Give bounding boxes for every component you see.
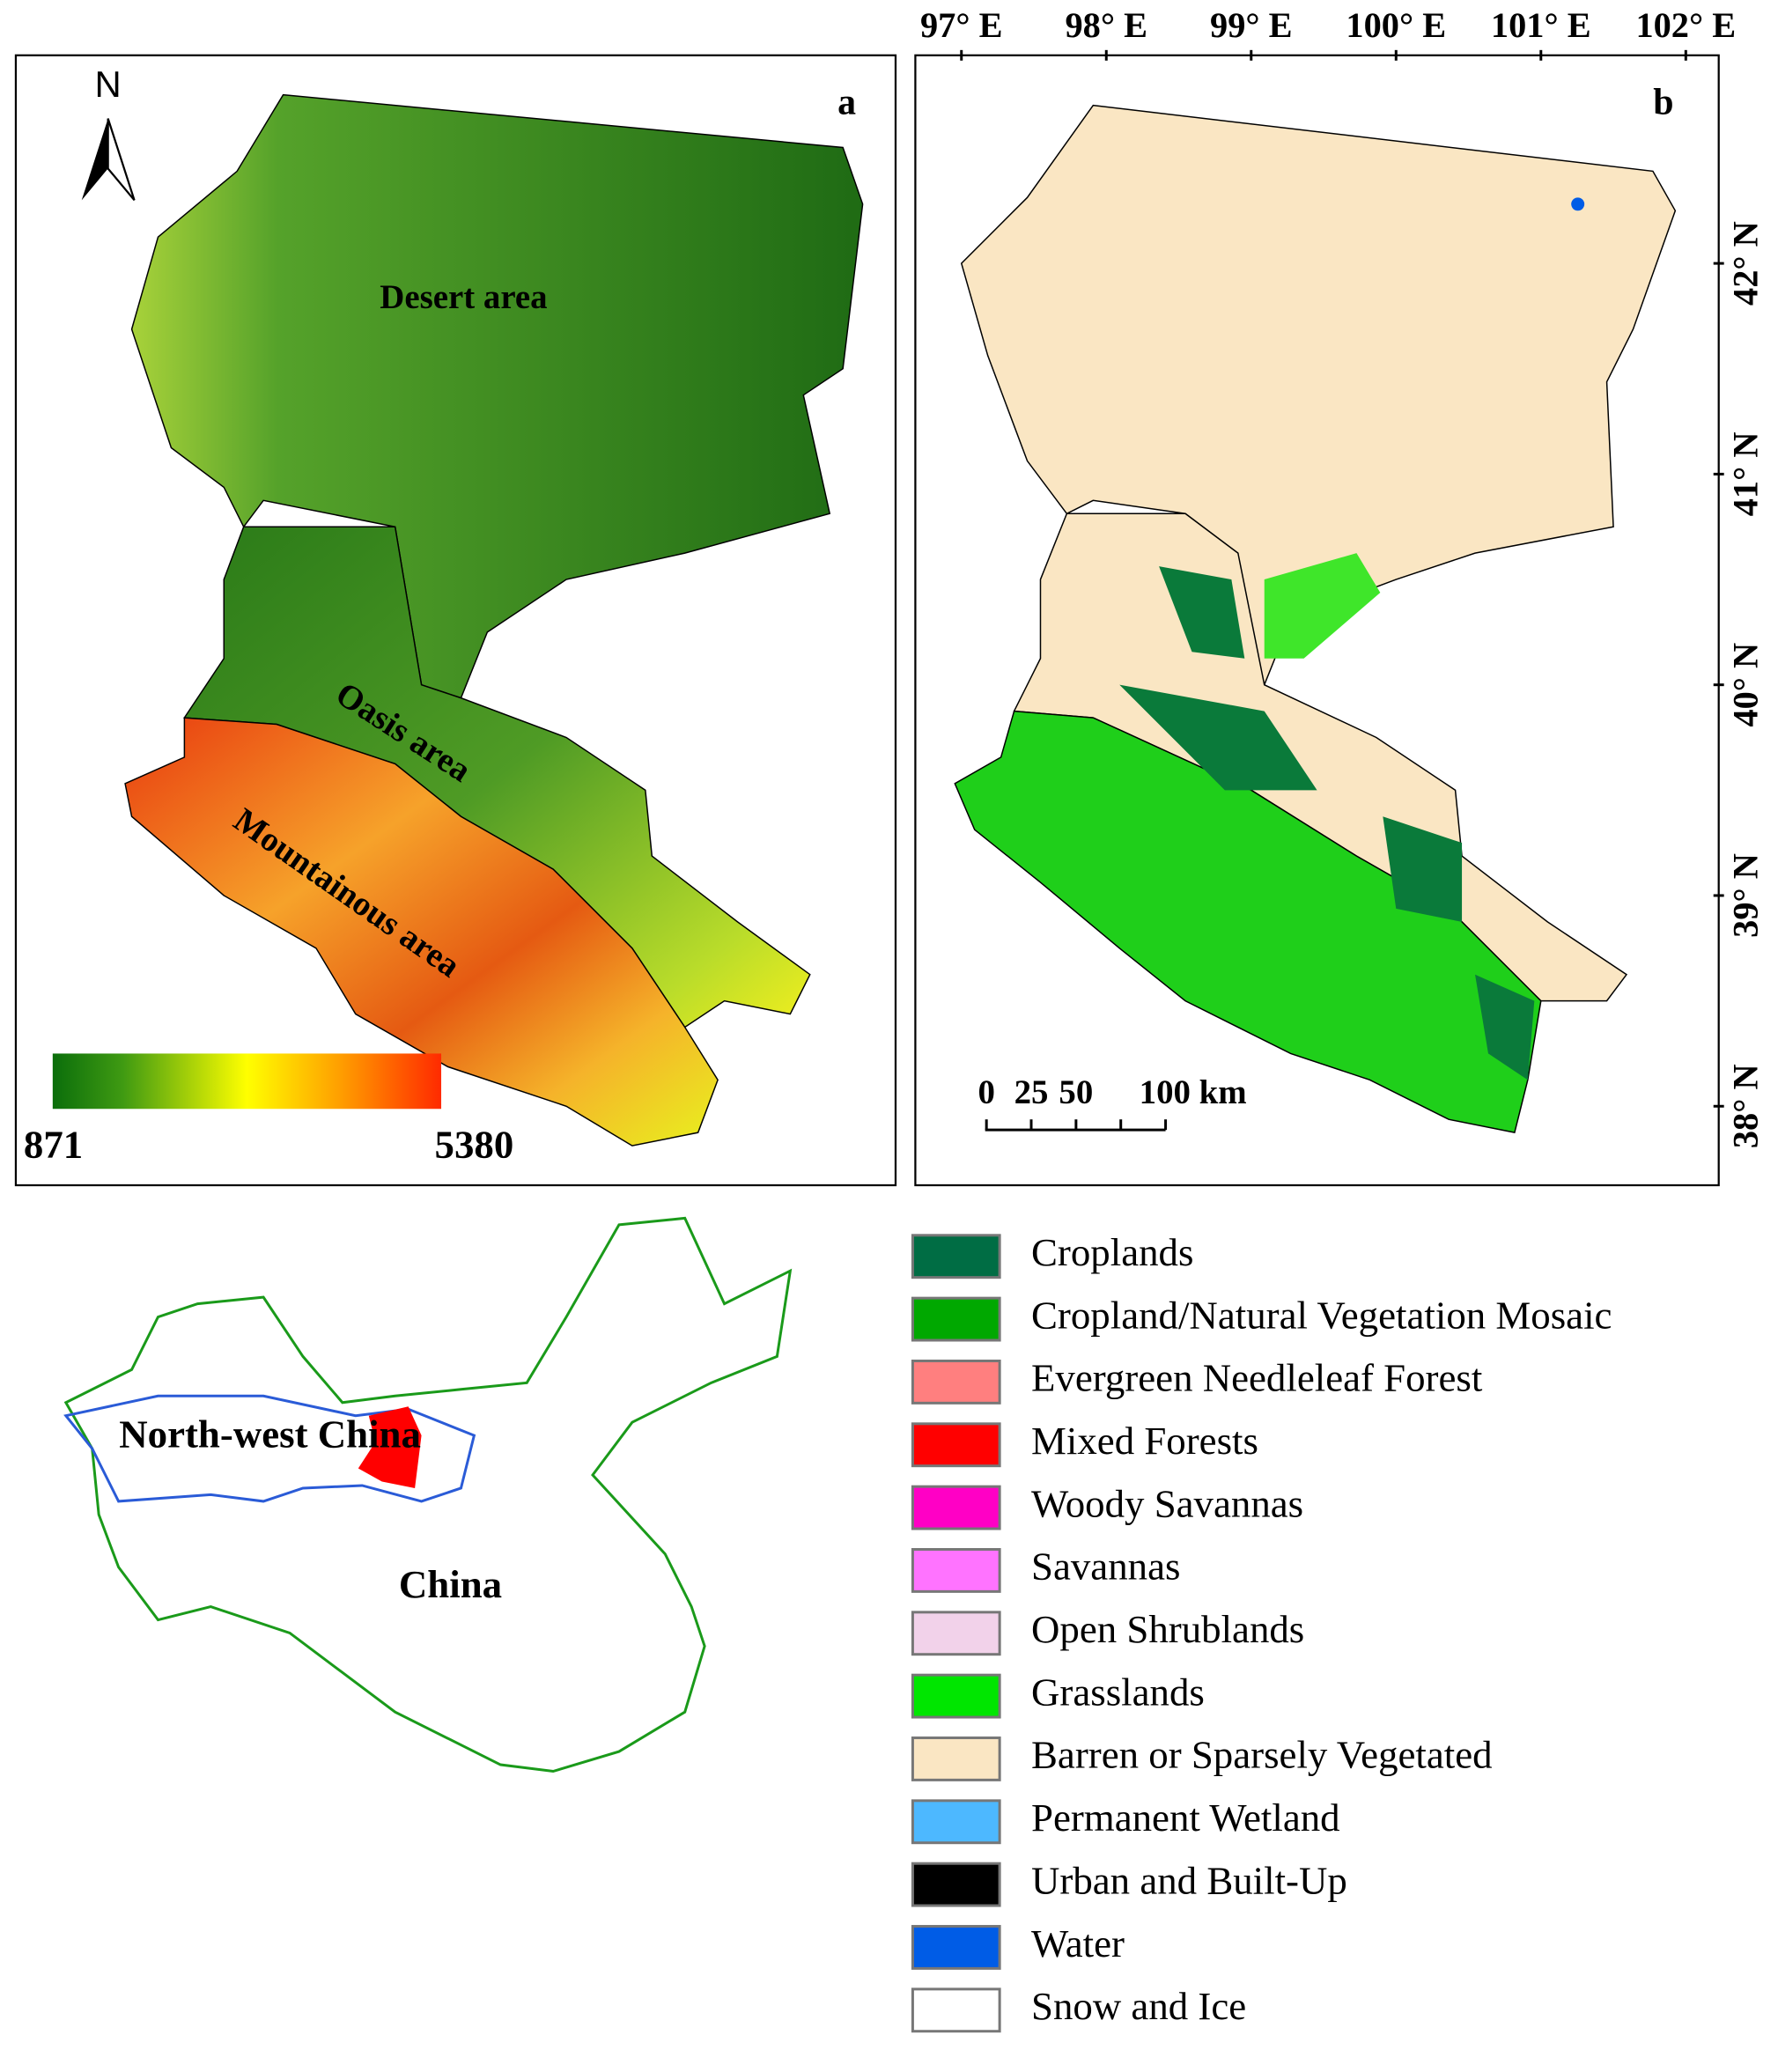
legend-label: Woody Savannas [1031, 1481, 1303, 1525]
colorbar [52, 1053, 442, 1110]
longitude-label: 102° E [1635, 5, 1736, 45]
longitude-ticks: 97° E 98° E 99° E 100° E 101° E 102° E [920, 5, 1736, 61]
legend-label: Open Shrublands [1031, 1607, 1304, 1651]
longitude-label: 97° E [920, 5, 1003, 45]
northwest-china-outline [63, 1394, 476, 1503]
longitude-label: 101° E [1491, 5, 1591, 45]
legend-label: Permanent Wetland [1031, 1795, 1340, 1840]
north-arrow-half [107, 118, 136, 202]
legend-label: Snow and Ice [1031, 1984, 1246, 2028]
colorbar-min: 871 [24, 1122, 83, 1166]
legend-swatch [911, 1987, 1001, 2033]
cropland-patch [1159, 566, 1245, 659]
colorbar-max: 5380 [435, 1122, 514, 1166]
scale-label: 25 [1014, 1073, 1049, 1111]
scale-label: 100 km [1140, 1073, 1247, 1111]
legend-swatch [911, 1422, 1001, 1468]
legend-label: Water [1031, 1921, 1125, 1965]
region-label: Desert area [380, 278, 547, 316]
legend: Croplands Cropland/Natural Vegetation Mos… [911, 1230, 1612, 2033]
scale-bar-ticks [985, 1119, 1168, 1131]
mountainous-area [124, 717, 719, 1147]
cropland-patch [1119, 684, 1317, 791]
longitude-label: 99° E [1210, 5, 1293, 45]
legend-label: Croplands [1031, 1230, 1193, 1274]
legend-label: Savannas [1031, 1545, 1180, 1589]
latitude-label: 40° N [1725, 643, 1765, 727]
longitude-label: 98° E [1066, 5, 1148, 45]
legend-swatch [911, 1234, 1001, 1279]
legend-label: Barren or Sparsely Vegetated [1031, 1733, 1493, 1777]
panel-a-frame [14, 54, 897, 1187]
legend-label: Mixed Forests [1031, 1419, 1258, 1463]
water-body [1571, 197, 1585, 211]
legend-swatch [911, 1862, 1001, 1907]
legend-swatch [911, 1548, 1001, 1593]
grassland-patch [1264, 553, 1381, 659]
legend-swatch [911, 1296, 1001, 1342]
latitude-label: 41° N [1725, 432, 1765, 517]
legend-label: Grasslands [1031, 1670, 1205, 1714]
latitude-label: 39° N [1725, 853, 1765, 938]
legend-swatch [911, 1736, 1001, 1781]
legend-swatch [911, 1611, 1001, 1656]
scale-label: 0 [978, 1073, 994, 1111]
legend-swatch [911, 1359, 1001, 1405]
legend-swatch [911, 1799, 1001, 1845]
latitude-label: 42° N [1725, 221, 1765, 306]
legend-swatch [911, 1673, 1001, 1719]
region-label: North-west China [119, 1412, 421, 1456]
region-label: China [399, 1562, 502, 1606]
legend-label: Cropland/Natural Vegetation Mosaic [1031, 1293, 1612, 1337]
longitude-label: 100° E [1346, 5, 1446, 45]
study-area-location [358, 1406, 422, 1488]
cropland-patch [1475, 974, 1535, 1080]
legend-swatch [911, 1485, 1001, 1530]
legend-label: Evergreen Needleleaf Forest [1031, 1356, 1483, 1400]
cropland-patch [1383, 816, 1463, 922]
latitude-label: 38° N [1725, 1064, 1765, 1148]
panel-b-frame [914, 54, 1720, 1187]
scale-label: 50 [1059, 1073, 1093, 1111]
grassland-mountain [954, 710, 1542, 1134]
panel-label: a [837, 82, 856, 122]
legend-swatch [911, 1925, 1001, 1970]
panel-label: b [1653, 82, 1673, 122]
legend-label: Urban and Built-Up [1031, 1858, 1347, 1902]
north-label: N [95, 63, 122, 105]
china-outline [63, 1216, 793, 1773]
latitude-ticks: 42° N 41° N 40° N 39° N 38° N [1713, 221, 1765, 1148]
